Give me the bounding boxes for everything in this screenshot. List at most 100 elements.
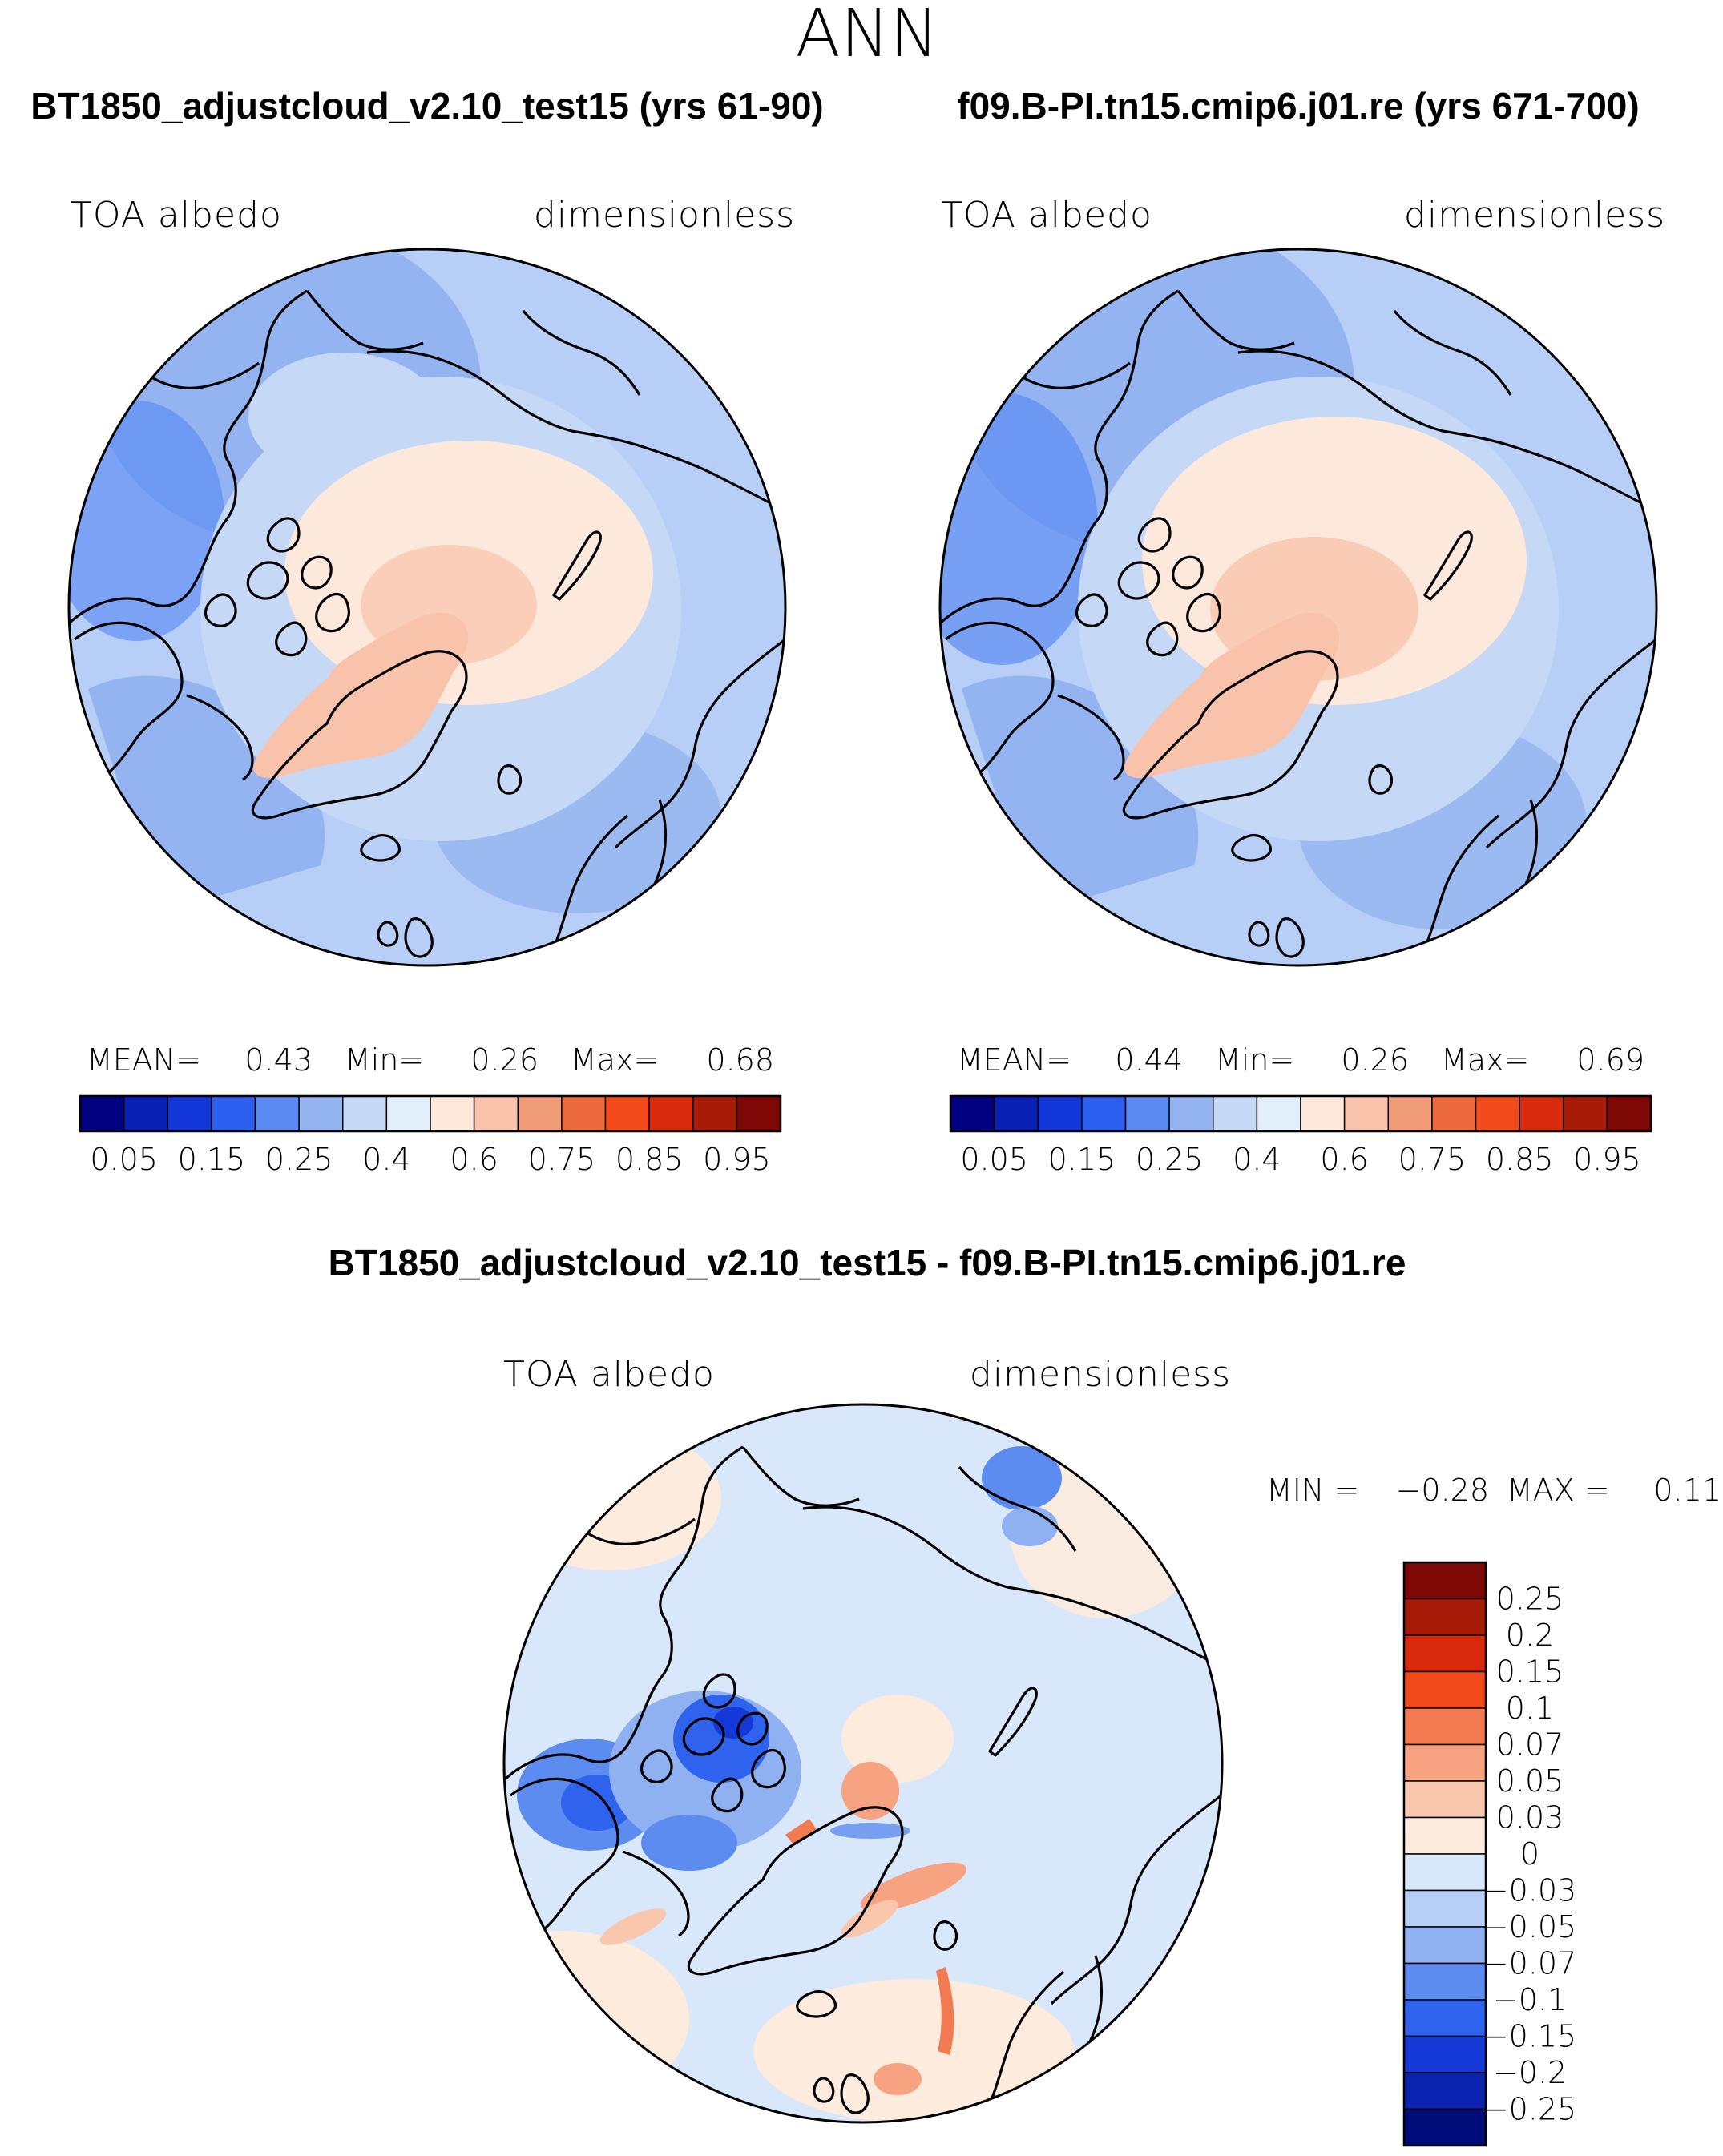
colorbar-tick-label: −0.25 [1483, 2092, 1576, 2127]
colorbar-swatch [1403, 1816, 1487, 1855]
left-colorbar: 0.05 0.15 0.25 0.4 0.6 0.75 0.85 0.95 [79, 1094, 782, 1177]
colorbar-swatch [1037, 1095, 1083, 1132]
diff-map-stats: MIN = −0.28 MAX = 0.11 [1266, 1473, 1721, 1508]
colorbar-tick-label: 0.4 [1233, 1142, 1281, 1177]
colorbar-tick-label: −0.2 [1493, 2055, 1567, 2090]
colorbar-swatch [648, 1095, 694, 1132]
left-map-panel: BT1850_adjustcloud_v2.10_test15 (yrs 61-… [30, 85, 824, 1177]
right-map-units: dimensionless [1404, 195, 1665, 236]
colorbar-swatch [1343, 1095, 1389, 1132]
colorbar-swatch [1403, 1999, 1487, 2037]
colorbar-tick-label: 0.05 [90, 1142, 158, 1177]
colorbar-swatch [123, 1095, 168, 1132]
colorbar-tick-label: 0.03 [1496, 1800, 1564, 1836]
colorbar-tick-label: −0.15 [1483, 2019, 1576, 2054]
colorbar-tick-label: 0 [1520, 1836, 1539, 1872]
colorbar-tick-label: 0.1 [1506, 1691, 1554, 1726]
colorbar-swatch [1300, 1095, 1346, 1132]
colorbar-swatch [211, 1095, 256, 1132]
colorbar-swatch [298, 1095, 344, 1132]
colorbar-swatch [1403, 1634, 1487, 1673]
colorbar-swatch [254, 1095, 300, 1132]
colorbar-swatch [517, 1095, 563, 1132]
colorbar-swatch [1403, 2108, 1487, 2146]
left-stat-mean-label: MEAN= [87, 1042, 201, 1078]
colorbar-swatch [1403, 1889, 1487, 1928]
diff-stat-max-label: MAX = [1507, 1473, 1610, 1508]
colorbar-swatch [1403, 1962, 1487, 2001]
right-stat-mean-value: 0.44 [1115, 1042, 1183, 1078]
left-map-stats: MEAN= 0.43 Min= 0.26 Max= 0.68 [87, 1042, 774, 1078]
diff-stat-min-value: −0.28 [1396, 1473, 1489, 1508]
colorbar-swatch [1519, 1095, 1564, 1132]
colorbar-swatch [1387, 1095, 1433, 1132]
right-stat-mean-label: MEAN= [957, 1042, 1071, 1078]
diff-map-units: dimensionless [970, 1354, 1231, 1395]
colorbar-tick-label: 0.75 [528, 1142, 596, 1177]
colorbar-tick-label: 0.6 [1320, 1142, 1368, 1177]
colorbar-swatch [342, 1095, 388, 1132]
colorbar-swatch [561, 1095, 607, 1132]
colorbar-swatch [430, 1095, 475, 1132]
colorbar-swatch [692, 1095, 738, 1132]
colorbar-tick-label: 0.25 [1136, 1142, 1204, 1177]
colorbar-swatch [1403, 1780, 1487, 1819]
colorbar-swatch [473, 1095, 519, 1132]
left-stat-max-value: 0.68 [706, 1042, 774, 1078]
right-stat-max-value: 0.69 [1576, 1042, 1644, 1078]
right-map-stats: MEAN= 0.44 Min= 0.26 Max= 0.69 [957, 1042, 1644, 1078]
left-map-variable: TOA albedo [71, 195, 282, 236]
colorbar-tick-label: 0.25 [1496, 1582, 1564, 1617]
colorbar-swatch [950, 1095, 995, 1132]
colorbar-tick-label: 0.15 [1496, 1654, 1564, 1690]
colorbar-tick-label: 0.07 [1496, 1727, 1564, 1763]
colorbar-tick-label: 0.75 [1398, 1142, 1467, 1177]
colorbar-swatch [993, 1095, 1039, 1132]
diff-map-variable: TOA albedo [503, 1354, 715, 1395]
right-stat-min-value: 0.26 [1341, 1042, 1409, 1078]
colorbar-tick-label: 0.85 [1486, 1142, 1554, 1177]
colorbar-tick-label: −0.05 [1483, 1909, 1576, 1944]
colorbar-tick-label: 0.6 [450, 1142, 498, 1177]
colorbar-tick-label: 0.05 [960, 1142, 1028, 1177]
colorbar-swatch [1213, 1095, 1258, 1132]
colorbar-swatch [1168, 1095, 1214, 1132]
colorbar-tick-label: 0.15 [1048, 1142, 1116, 1177]
colorbar-swatch [1403, 1853, 1487, 1892]
colorbar-tick-label: 0.05 [1496, 1763, 1564, 1799]
colorbar-tick-label: 0.95 [1573, 1142, 1641, 1177]
colorbar-swatch [1124, 1095, 1170, 1132]
right-stat-max-label: Max= [1441, 1042, 1529, 1078]
diff-map-title: BT1850_adjustcloud_v2.10_test15 - f09.B-… [329, 1242, 1406, 1284]
left-map-title: BT1850_adjustcloud_v2.10_test15 (yrs 61-… [30, 85, 824, 127]
left-stat-min-label: Min= [345, 1042, 424, 1078]
right-stat-min-label: Min= [1215, 1042, 1294, 1078]
colorbar-swatch [1403, 1743, 1487, 1782]
colorbar-swatch [736, 1095, 781, 1132]
right-colorbar: 0.05 0.15 0.25 0.4 0.6 0.75 0.85 0.95 [949, 1094, 1652, 1177]
colorbar-swatch [1403, 1598, 1487, 1636]
left-stat-max-label: Max= [571, 1042, 659, 1078]
diff-colorbar: 0.250.20.150.10.070.050.030−0.03−0.05−0.… [1402, 1561, 1576, 2147]
left-stat-mean-value: 0.43 [244, 1042, 313, 1078]
colorbar-swatch [1081, 1095, 1127, 1132]
colorbar-tick-label: 0.2 [1506, 1618, 1554, 1653]
main-title: ANN [796, 0, 939, 72]
colorbar-tick-label: −0.1 [1493, 1982, 1567, 2017]
colorbar-swatch [1606, 1095, 1652, 1132]
colorbar-swatch [1475, 1095, 1520, 1132]
left-map-field [69, 249, 785, 965]
right-map-variable: TOA albedo [941, 195, 1152, 236]
colorbar-swatch [1563, 1095, 1608, 1132]
colorbar-swatch [1403, 1562, 1487, 1600]
right-map-field [940, 249, 1656, 965]
colorbar-swatch [604, 1095, 650, 1132]
diff-stat-min-label: MIN = [1266, 1473, 1359, 1508]
colorbar-swatch [1403, 2072, 1487, 2110]
colorbar-tick-label: 0.85 [615, 1142, 684, 1177]
diff-map-panel: BT1850_adjustcloud_v2.10_test15 - f09.B-… [329, 1242, 1721, 2147]
colorbar-tick-label: 0.15 [178, 1142, 246, 1177]
colorbar-swatch [1431, 1095, 1477, 1132]
colorbar-tick-label: 0.25 [265, 1142, 333, 1177]
